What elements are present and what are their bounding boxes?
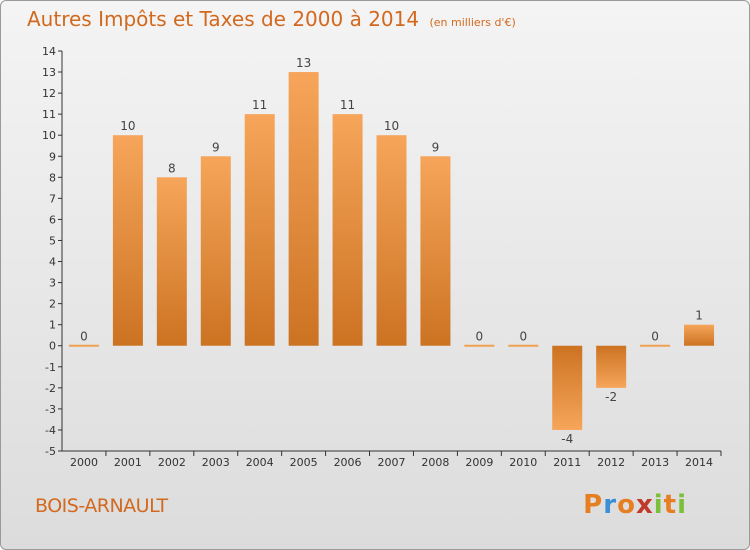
x-tick-label: 2014 <box>685 456 713 469</box>
bar <box>552 345 583 430</box>
logo-letter: P <box>583 490 604 520</box>
chart-bars <box>68 72 715 430</box>
x-tick-label: 2006 <box>334 456 362 469</box>
x-tick-label: 2011 <box>553 456 581 469</box>
x-tick-label: 2005 <box>290 456 318 469</box>
x-tick-label: 2009 <box>465 456 493 469</box>
x-tick-label: 2000 <box>70 456 98 469</box>
logo-letter: x <box>635 490 654 520</box>
bar <box>112 135 143 346</box>
y-tick-label: 1 <box>49 319 56 332</box>
y-tick-label: 7 <box>49 192 56 205</box>
logo-letter: o <box>617 490 636 520</box>
x-tick-label: 2010 <box>509 456 537 469</box>
bar <box>332 114 363 346</box>
x-tick-label: 2002 <box>158 456 186 469</box>
bar <box>288 72 319 346</box>
y-tick-label: 3 <box>49 277 56 290</box>
x-tick-label: 2007 <box>378 456 406 469</box>
bar-value-label: 10 <box>120 119 135 133</box>
y-tick-label: 5 <box>49 234 56 247</box>
bar-value-label: 9 <box>432 140 440 154</box>
x-tick-label: 2001 <box>114 456 142 469</box>
logo-letter: i <box>677 490 687 520</box>
bar-value-label: -4 <box>561 432 573 446</box>
logo-letter: r <box>603 490 618 520</box>
y-tick-label: 4 <box>49 256 56 269</box>
bar <box>156 177 187 346</box>
proxiti-logo: Proxiti <box>583 490 687 520</box>
bar-value-label: 0 <box>651 330 659 344</box>
y-tick-label: -1 <box>45 361 56 374</box>
logo-letter: t <box>663 490 678 520</box>
bar <box>68 344 99 347</box>
bar-value-label: 10 <box>384 119 399 133</box>
y-tick-label: 2 <box>49 298 56 311</box>
x-tick-label: 2012 <box>597 456 625 469</box>
y-tick-label: -2 <box>45 382 56 395</box>
title-unit: (en milliers d'€) <box>429 16 516 29</box>
y-tick-label: 14 <box>42 45 56 58</box>
y-tick-label: -3 <box>45 403 56 416</box>
bar <box>376 135 407 346</box>
bar-value-label: 1 <box>695 309 703 323</box>
bar-value-label: 8 <box>168 161 176 175</box>
chart-data-labels: 0 10 8 9 11 13 11 10 9 0 0 -4 -2 0 1 <box>80 56 703 446</box>
x-tick-label: 2004 <box>246 456 274 469</box>
bar <box>640 344 671 347</box>
bar <box>596 345 627 388</box>
bar-value-label: -2 <box>605 390 617 404</box>
y-tick-label: -5 <box>45 445 56 458</box>
title-text: Autres Impôts et Taxes de 2000 à 2014 <box>27 7 420 31</box>
bar <box>200 156 231 346</box>
y-tick-label: 12 <box>42 87 56 100</box>
logo-letter: i <box>653 490 664 520</box>
bar <box>464 344 495 347</box>
y-tick-label: 6 <box>49 213 56 226</box>
x-tick-label: 2008 <box>421 456 449 469</box>
bar-value-label: 11 <box>340 98 355 112</box>
x-tick-label: 2013 <box>641 456 669 469</box>
bar-value-label: 0 <box>80 330 88 344</box>
x-tick-label: 2003 <box>202 456 230 469</box>
bar-value-label: 0 <box>476 330 484 344</box>
y-tick-label: 9 <box>49 150 56 163</box>
y-tick-label: 10 <box>42 129 56 142</box>
bar <box>684 324 715 346</box>
y-tick-label: 8 <box>49 171 56 184</box>
bar <box>508 344 539 347</box>
y-tick-label: -4 <box>45 424 56 437</box>
commune-name: BOIS-ARNAULT <box>35 495 168 517</box>
y-tick-label: 0 <box>49 340 56 353</box>
chart-title: Autres Impôts et Taxes de 2000 à 2014 (e… <box>27 7 516 31</box>
bar-value-label: 13 <box>296 56 311 70</box>
bar-value-label: 9 <box>212 140 220 154</box>
bar-value-label: 11 <box>252 98 267 112</box>
bar-value-label: 0 <box>519 330 527 344</box>
bar <box>420 156 451 346</box>
y-tick-label: 13 <box>42 66 56 79</box>
bar <box>244 114 275 346</box>
y-tick-label: 11 <box>42 108 56 121</box>
